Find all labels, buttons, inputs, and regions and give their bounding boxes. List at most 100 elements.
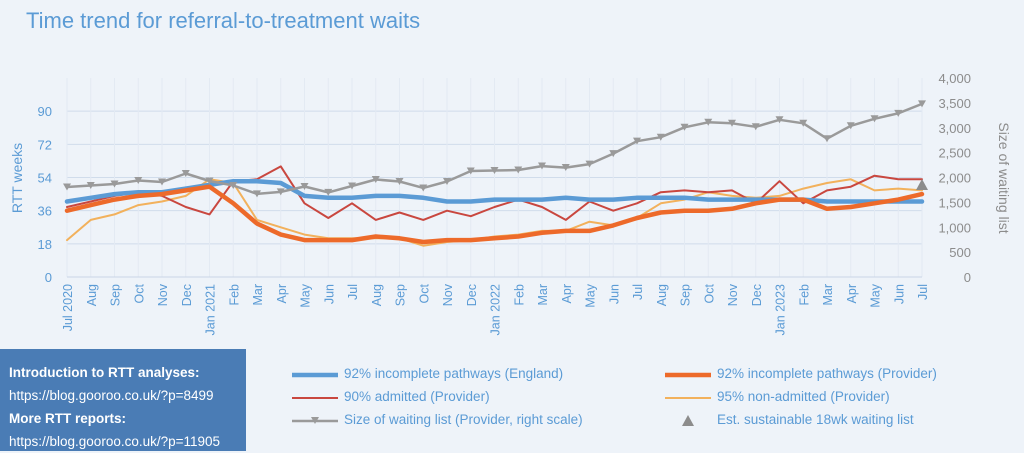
- x-tick-label: Jan 2023: [774, 284, 788, 335]
- x-tick-label: May: [299, 283, 313, 307]
- waiting-list-point: [680, 123, 689, 131]
- y2-tick-label: 3,500: [938, 96, 971, 111]
- x-tick-label: May: [584, 283, 598, 307]
- series-admitted-line: [66, 165, 923, 221]
- waiting-list-point: [704, 118, 713, 126]
- waiting-list-point: [134, 176, 143, 184]
- x-tick-label: May: [869, 283, 883, 307]
- waiting-list-point: [656, 133, 665, 141]
- x-tick-label: Mar: [821, 284, 835, 306]
- waiting-list-point: [110, 180, 119, 188]
- waiting-list-point: [443, 177, 451, 185]
- waiting-list-point: [585, 160, 594, 168]
- legend-label: Est. sustainable 18wk waiting list: [717, 412, 914, 427]
- x-tick-label: Dec: [750, 284, 764, 306]
- legend-label: 92% incomplete pathways (Provider): [717, 366, 937, 381]
- x-tick-label: Apr: [845, 284, 859, 303]
- legend-label: Size of waiting list (Provider, right sc…: [344, 412, 583, 427]
- y2-axis-title: Size of waiting list: [996, 122, 1012, 233]
- waiting-list-point: [86, 181, 95, 189]
- x-tick-label: Mar: [536, 284, 550, 306]
- waiting-list-point: [253, 190, 261, 198]
- x-tick-label: Feb: [512, 284, 526, 306]
- legend-swatch: [292, 397, 338, 399]
- waiting-list-point: [799, 119, 808, 127]
- waiting-list-point: [775, 116, 784, 124]
- waiting-list-point: [371, 175, 380, 183]
- waiting-list-point: [823, 135, 831, 143]
- legend-label: 90% admitted (Provider): [344, 389, 490, 404]
- waiting-list-point: [419, 184, 428, 192]
- legend-swatch: [292, 372, 338, 378]
- waiting-list-point: [324, 188, 333, 196]
- x-tick-label: Aug: [655, 284, 669, 306]
- y-tick-label: 54: [38, 171, 52, 186]
- x-tick-label: Aug: [85, 284, 99, 306]
- waiting-list-point: [846, 122, 855, 130]
- waiting-list-point: [514, 166, 523, 174]
- legend-swatch: [665, 397, 711, 399]
- x-tick-label: Sep: [679, 284, 693, 306]
- x-tick-label: Dec: [465, 284, 479, 306]
- waiting-list-point: [158, 178, 166, 186]
- waiting-list-point: [276, 188, 285, 196]
- waiting-list-point: [561, 164, 570, 172]
- x-tick-label: Aug: [370, 284, 384, 306]
- waiting-list-point: [181, 170, 190, 178]
- chart-legend: 92% incomplete pathways (England) 92% inc…: [246, 349, 1024, 451]
- legend-label: 95% non-admitted (Provider): [717, 389, 890, 404]
- waiting-list-point: [63, 183, 71, 191]
- x-tick-label: Jul: [346, 284, 360, 300]
- series-provider-incomplete-line: [64, 184, 925, 245]
- x-tick-label: Mar: [251, 284, 265, 306]
- info-heading-reports: More RTT reports:: [9, 411, 127, 426]
- x-tick-label: Sep: [394, 284, 408, 306]
- x-tick-label: Nov: [726, 283, 740, 306]
- x-tick-label: Oct: [702, 283, 716, 303]
- waiting-list-point: [205, 177, 214, 185]
- waiting-list-point: [751, 123, 760, 131]
- y-axis-title: RTT weeks: [9, 143, 25, 213]
- x-tick-label: Jan 2022: [489, 284, 503, 335]
- x-tick-label: Dec: [180, 284, 194, 306]
- chart-title: Time trend for referral-to-treatment wai…: [26, 8, 421, 33]
- y-tick-label: 18: [38, 237, 52, 252]
- y-tick-label: 72: [38, 137, 52, 152]
- waiting-list-point: [728, 119, 736, 127]
- waiting-list-point: [348, 182, 356, 190]
- y2-tick-label: 1,500: [938, 195, 971, 210]
- x-tick-label: Jan 2021: [204, 284, 218, 335]
- legend-swatch: [292, 417, 338, 424]
- x-tick-label: Oct: [417, 283, 431, 303]
- waiting-list-point: [609, 150, 618, 158]
- y2-tick-label: 2,500: [938, 146, 971, 161]
- x-tick-label: Feb: [797, 284, 811, 306]
- x-tick-label: Jul: [631, 284, 645, 300]
- info-heading-intro: Introduction to RTT analyses:: [9, 365, 200, 380]
- x-tick-label: Jul 2020: [61, 284, 75, 331]
- waiting-list-point: [870, 115, 879, 123]
- y2-tick-label: 1,000: [938, 220, 971, 235]
- waiting-list-point: [300, 182, 309, 190]
- info-link-intro[interactable]: https://blog.gooroo.co.uk/?p=8499: [9, 388, 214, 403]
- legend-label: 92% incomplete pathways (England): [344, 366, 564, 381]
- x-tick-label: Nov: [441, 283, 455, 306]
- legend-swatch: [682, 415, 694, 426]
- waiting-list-point: [395, 177, 404, 185]
- x-tick-label: Oct: [132, 283, 146, 303]
- waiting-list-point: [538, 162, 546, 170]
- x-tick-label: Jun: [322, 284, 336, 304]
- waiting-list-point: [894, 109, 903, 117]
- x-tick-label: Jul: [916, 284, 930, 300]
- y2-tick-label: 4,000: [938, 71, 971, 86]
- y2-tick-label: 2,000: [938, 171, 971, 186]
- y-tick-label: 0: [45, 270, 52, 285]
- waiting-list-point: [490, 167, 499, 175]
- info-link-reports[interactable]: https://blog.gooroo.co.uk/?p=11905: [9, 434, 221, 449]
- waiting-list-point: [229, 181, 238, 189]
- waiting-list-point: [633, 137, 641, 145]
- x-tick-label: Apr: [560, 284, 574, 303]
- info-box: Introduction to RTT analyses: https://bl…: [0, 349, 246, 451]
- sustainable-waiting-list-point: [916, 178, 928, 190]
- x-tick-label: Feb: [227, 284, 241, 306]
